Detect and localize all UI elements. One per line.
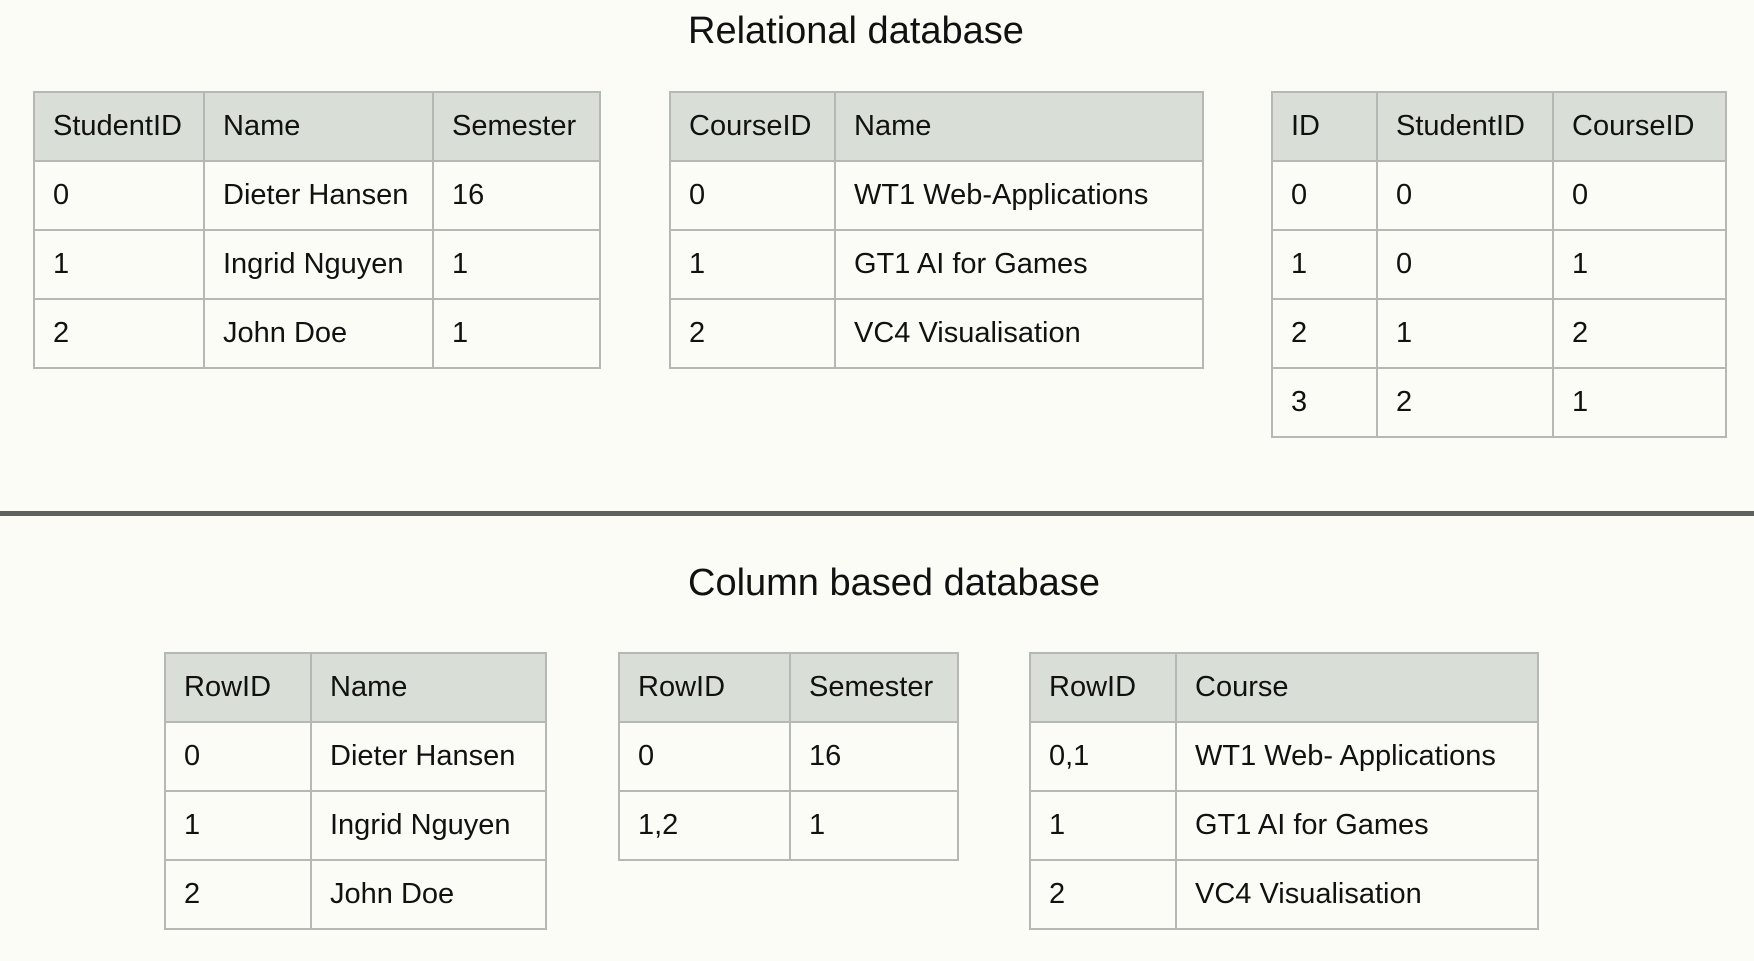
- column-header: CourseID: [1552, 91, 1727, 162]
- table-cell: 0: [1271, 160, 1378, 231]
- table-row: 0 WT1 Web-Applications: [669, 160, 1204, 231]
- table-cell: 2: [33, 298, 205, 369]
- table-cell: 0: [1376, 229, 1554, 300]
- table-cell: 0: [33, 160, 205, 231]
- name-column-table: RowID Name 0 Dieter Hansen 1 Ingrid Nguy…: [164, 652, 547, 930]
- table-cell: 16: [432, 160, 601, 231]
- column-header: StudentID: [1376, 91, 1554, 162]
- table-cell: 1: [1552, 367, 1727, 438]
- column-header: Course: [1175, 652, 1539, 723]
- table-cell: VC4 Visualisation: [834, 298, 1204, 369]
- table-cell: 2: [164, 859, 312, 930]
- course-column-table: RowID Course 0,1 WT1 Web- Applications 1…: [1029, 652, 1539, 930]
- column-header: StudentID: [33, 91, 205, 162]
- table-row: 2 John Doe: [164, 859, 547, 930]
- table-row: 1 0 1: [1271, 229, 1727, 300]
- table-cell: 0: [1552, 160, 1727, 231]
- table-row: 2 VC4 Visualisation: [669, 298, 1204, 369]
- table-row: 3 2 1: [1271, 367, 1727, 438]
- table-row: 1 Ingrid Nguyen 1: [33, 229, 601, 300]
- table-cell: 0,1: [1029, 721, 1177, 792]
- relational-database-title: Relational database: [688, 10, 1024, 52]
- table-row: 1 Ingrid Nguyen: [164, 790, 547, 861]
- table-row: 2 VC4 Visualisation: [1029, 859, 1539, 930]
- table-row: 0 16: [618, 721, 959, 792]
- column-header: RowID: [1029, 652, 1177, 723]
- table-cell: 1: [1552, 229, 1727, 300]
- table-cell: 1,2: [618, 790, 791, 861]
- table-cell: 0: [1376, 160, 1554, 231]
- table-cell: 1: [432, 229, 601, 300]
- table-cell: Dieter Hansen: [310, 721, 547, 792]
- table-row: 0 0 0: [1271, 160, 1727, 231]
- table-cell: 0: [618, 721, 791, 792]
- table-cell: John Doe: [310, 859, 547, 930]
- table-cell: GT1 AI for Games: [1175, 790, 1539, 861]
- column-header: ID: [1271, 91, 1378, 162]
- table-row: 1 GT1 AI for Games: [1029, 790, 1539, 861]
- table-cell: 2: [1376, 367, 1554, 438]
- table-cell: Dieter Hansen: [203, 160, 434, 231]
- table-cell: 1: [669, 229, 836, 300]
- column-header: Name: [203, 91, 434, 162]
- table-cell: Ingrid Nguyen: [203, 229, 434, 300]
- table-row: 0 Dieter Hansen: [164, 721, 547, 792]
- column-header: Name: [310, 652, 547, 723]
- column-database-title: Column based database: [688, 562, 1100, 604]
- column-header: Semester: [789, 652, 959, 723]
- column-header: CourseID: [669, 91, 836, 162]
- table-cell: 0: [164, 721, 312, 792]
- table-header-row: StudentID Name Semester: [33, 91, 601, 162]
- table-cell: VC4 Visualisation: [1175, 859, 1539, 930]
- table-cell: 2: [669, 298, 836, 369]
- table-cell: 0: [669, 160, 836, 231]
- courses-table: CourseID Name 0 WT1 Web-Applications 1 G…: [669, 91, 1204, 369]
- column-header: RowID: [618, 652, 791, 723]
- table-cell: 16: [789, 721, 959, 792]
- column-header: RowID: [164, 652, 312, 723]
- table-cell: 1: [789, 790, 959, 861]
- table-cell: GT1 AI for Games: [834, 229, 1204, 300]
- table-header-row: CourseID Name: [669, 91, 1204, 162]
- table-cell: 2: [1552, 298, 1727, 369]
- table-header-row: ID StudentID CourseID: [1271, 91, 1727, 162]
- table-row: 2 1 2: [1271, 298, 1727, 369]
- table-row: 0 Dieter Hansen 16: [33, 160, 601, 231]
- students-table: StudentID Name Semester 0 Dieter Hansen …: [33, 91, 601, 369]
- table-row: 0,1 WT1 Web- Applications: [1029, 721, 1539, 792]
- table-cell: 1: [1029, 790, 1177, 861]
- column-header: Semester: [432, 91, 601, 162]
- table-cell: 1: [1376, 298, 1554, 369]
- table-cell: John Doe: [203, 298, 434, 369]
- table-cell: 3: [1271, 367, 1378, 438]
- table-row: 1 GT1 AI for Games: [669, 229, 1204, 300]
- column-header: Name: [834, 91, 1204, 162]
- table-cell: 2: [1029, 859, 1177, 930]
- table-cell: 1: [1271, 229, 1378, 300]
- table-cell: 2: [1271, 298, 1378, 369]
- table-cell: 1: [33, 229, 205, 300]
- table-row: 1,2 1: [618, 790, 959, 861]
- table-cell: Ingrid Nguyen: [310, 790, 547, 861]
- table-row: 2 John Doe 1: [33, 298, 601, 369]
- table-cell: WT1 Web-Applications: [834, 160, 1204, 231]
- semester-column-table: RowID Semester 0 16 1,2 1: [618, 652, 959, 861]
- enrollments-table: ID StudentID CourseID 0 0 0 1 0 1 2 1 2 …: [1271, 91, 1727, 438]
- table-header-row: RowID Course: [1029, 652, 1539, 723]
- table-cell: WT1 Web- Applications: [1175, 721, 1539, 792]
- section-divider: [0, 511, 1754, 516]
- table-header-row: RowID Name: [164, 652, 547, 723]
- table-header-row: RowID Semester: [618, 652, 959, 723]
- table-cell: 1: [164, 790, 312, 861]
- table-cell: 1: [432, 298, 601, 369]
